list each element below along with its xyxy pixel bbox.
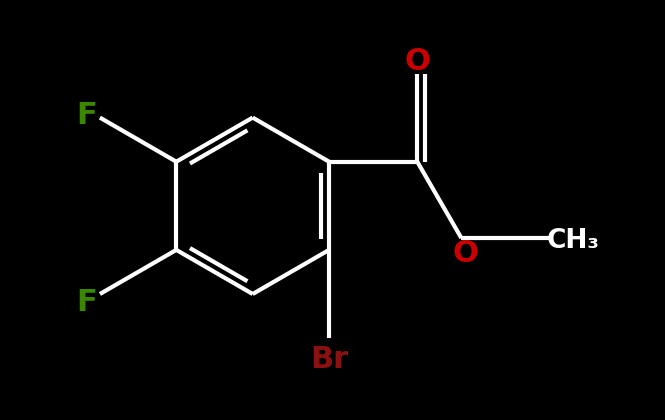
Text: CH₃: CH₃	[547, 228, 600, 254]
Text: F: F	[76, 288, 97, 317]
Text: O: O	[453, 239, 479, 268]
Text: F: F	[76, 101, 97, 130]
Text: O: O	[404, 47, 430, 76]
Text: Br: Br	[310, 345, 348, 374]
